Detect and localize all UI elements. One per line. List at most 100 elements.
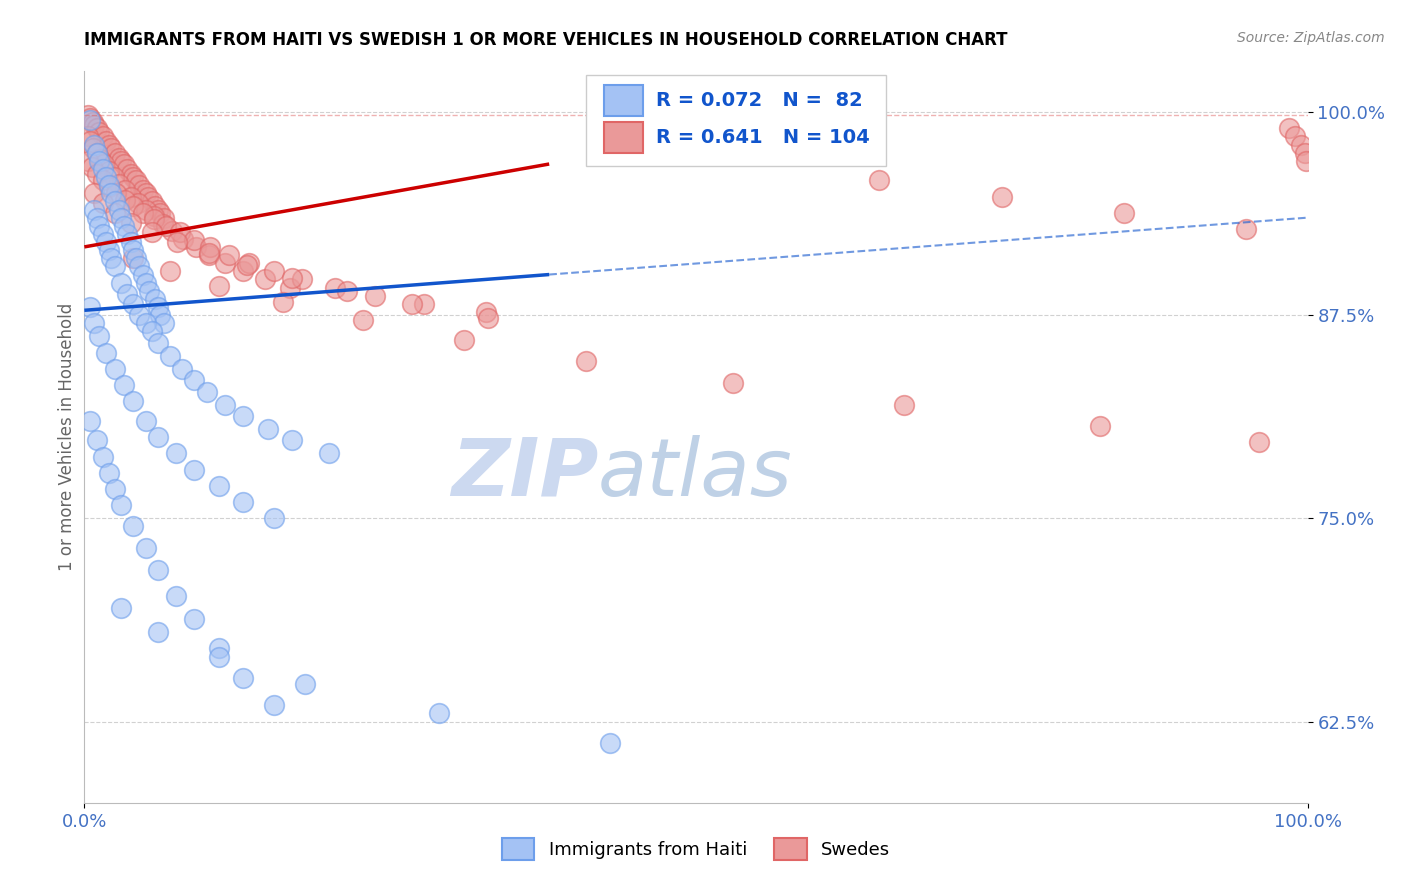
Legend: Immigrants from Haiti, Swedes: Immigrants from Haiti, Swedes (495, 830, 897, 867)
Point (91, 227, 114, 241)
Point (100, 186, 122, 201)
Point (136, 189, 159, 203)
Point (278, 280, 301, 294)
Point (132, 206, 155, 220)
Point (132, 183, 155, 197)
Point (146, 335, 169, 350)
Point (127, 196, 149, 211)
Point (91, 450, 114, 464)
Point (120, 235, 142, 249)
Point (149, 206, 172, 220)
Point (214, 256, 236, 270)
Point (135, 276, 157, 290)
Point (1114, 206, 1136, 220)
Point (162, 224, 184, 238)
Point (87, 153, 110, 168)
Point (183, 373, 205, 387)
Point (96, 169, 118, 184)
Point (122, 243, 145, 257)
Point (125, 173, 148, 187)
Point (143, 292, 166, 306)
Point (103, 169, 125, 184)
Point (152, 217, 174, 231)
Point (183, 462, 205, 476)
Point (79, 112, 101, 126)
Point (141, 225, 163, 239)
Point (128, 308, 150, 322)
Point (107, 202, 129, 217)
Text: R = 0.641   N = 104: R = 0.641 N = 104 (655, 128, 869, 146)
Point (112, 378, 135, 392)
Point (453, 333, 475, 347)
Point (91, 173, 114, 187)
Point (146, 300, 169, 314)
Point (87, 219, 110, 233)
Point (893, 398, 915, 412)
Text: ZIP: ZIP (451, 434, 598, 513)
Point (991, 189, 1014, 203)
Point (91, 161, 114, 176)
Point (89, 152, 111, 166)
Point (128, 260, 150, 274)
Point (172, 361, 194, 376)
Point (474, 305, 496, 319)
Point (97, 163, 120, 178)
Point (294, 677, 316, 691)
Point (83, 202, 105, 217)
Point (105, 186, 128, 201)
Point (122, 297, 145, 311)
Point (323, 280, 346, 294)
Point (135, 186, 157, 201)
Point (110, 499, 132, 513)
Point (143, 199, 166, 213)
Point (138, 284, 160, 298)
Point (96, 345, 118, 359)
Point (159, 264, 181, 278)
Point (79, 300, 101, 314)
Point (166, 235, 188, 249)
Point (122, 169, 145, 184)
Point (257, 422, 280, 436)
Point (87, 329, 110, 343)
Point (114, 183, 136, 197)
Point (122, 519, 145, 533)
Point (232, 264, 254, 278)
Point (169, 225, 191, 239)
Point (80, 161, 103, 175)
Point (79, 414, 101, 428)
FancyBboxPatch shape (605, 122, 644, 153)
Point (155, 219, 177, 233)
Point (79, 134, 101, 148)
Point (97, 243, 120, 257)
Point (107, 151, 129, 165)
Point (198, 248, 221, 262)
Point (195, 384, 218, 399)
Point (91, 129, 114, 144)
Point (122, 252, 145, 266)
Point (86, 121, 108, 136)
Point (86, 211, 108, 225)
Text: Source: ZipAtlas.com: Source: ZipAtlas.com (1237, 31, 1385, 45)
Point (135, 541, 157, 555)
Point (238, 256, 260, 270)
Point (208, 279, 231, 293)
Point (132, 268, 155, 282)
Point (120, 215, 142, 229)
Point (208, 649, 231, 664)
Point (159, 349, 181, 363)
Point (208, 479, 231, 493)
Point (364, 288, 387, 302)
Y-axis label: 1 or more Vehicles in Household: 1 or more Vehicles in Household (58, 303, 76, 571)
Point (1236, 222, 1258, 236)
Point (135, 202, 157, 217)
Point (263, 511, 285, 525)
Point (198, 246, 221, 260)
Point (263, 698, 285, 713)
Point (87, 124, 110, 138)
Point (125, 252, 148, 266)
Point (1088, 418, 1111, 433)
Point (1278, 121, 1301, 136)
Point (200, 240, 222, 254)
Point (143, 209, 166, 223)
Point (110, 153, 132, 168)
